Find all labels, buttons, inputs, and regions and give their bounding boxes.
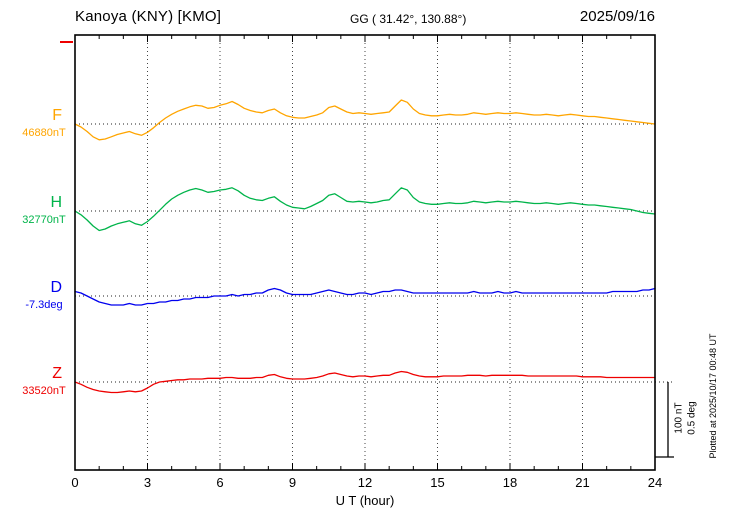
series-label-f: F (52, 107, 62, 124)
series-baseline-f: 46880nT (22, 127, 66, 139)
x-tick-label: 6 (216, 475, 224, 490)
x-tick-label: 3 (143, 475, 152, 490)
series-label-h: H (50, 194, 62, 211)
gg-coordinates: GG ( 31.42°, 130.88°) (350, 12, 467, 26)
trace-f (74, 99, 656, 141)
trace-d (74, 287, 656, 306)
trace-h (74, 187, 656, 232)
scale-label-deg: 0.5 deg (686, 401, 698, 435)
x-tick-label: 9 (288, 475, 297, 490)
plot-date: 2025/09/16 (579, 8, 655, 25)
x-tick-label: 24 (647, 475, 663, 490)
series-label-z: Z (52, 365, 62, 382)
x-axis-label: U T (hour) (335, 493, 395, 508)
plotted-at-note: Plotted at 2025/10/17 00:48 UT (708, 333, 718, 459)
x-tick-label: 15 (430, 475, 445, 490)
x-tick-label: 12 (357, 475, 373, 490)
trace-z (74, 370, 656, 394)
scale-label-nt: 100 nT (673, 402, 685, 434)
series-baseline-h: 32770nT (22, 214, 66, 226)
x-tick-label: 18 (502, 475, 518, 490)
x-tick-label: 21 (575, 475, 590, 490)
series-baseline-z: 33520nT (22, 385, 66, 397)
series-baseline-d: -7.3deg (25, 299, 63, 311)
plot-frame (74, 34, 656, 471)
x-tick-label: 0 (71, 475, 79, 490)
series-label-d: D (50, 279, 62, 296)
station-title: Kanoya (KNY) [KMO] (75, 8, 222, 25)
